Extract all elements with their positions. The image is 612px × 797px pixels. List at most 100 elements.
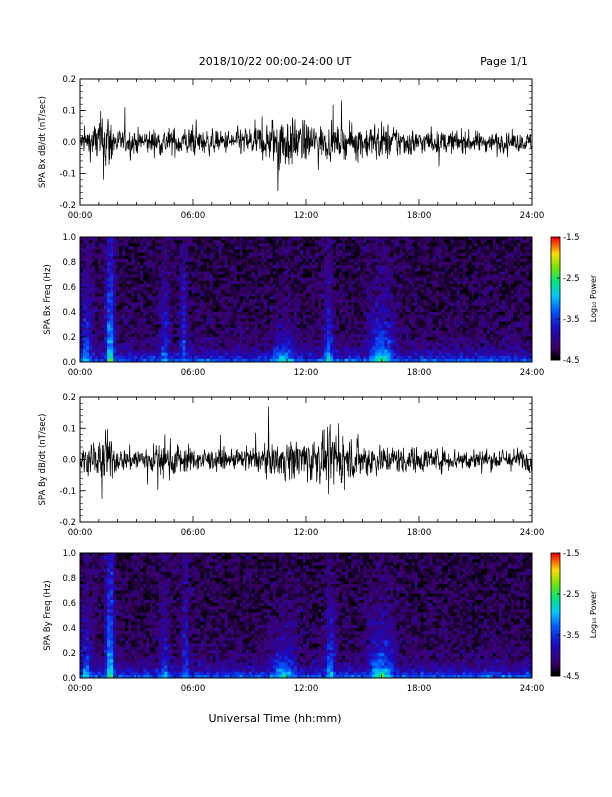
spectrogram-cell: [393, 356, 396, 359]
spectrogram-cell: [411, 321, 414, 324]
spectrogram-cell: [300, 253, 303, 256]
spectrogram-cell: [360, 281, 363, 284]
spectrogram-cell: [411, 253, 414, 256]
spectrogram-cell: [408, 321, 411, 324]
spectrogram-cell: [173, 259, 176, 262]
spectrogram-cell: [258, 271, 261, 274]
spectrogram-cell: [86, 240, 89, 243]
spectrogram-cell: [201, 275, 204, 278]
spectrogram-cell: [285, 240, 288, 243]
spectrogram-cell: [113, 284, 116, 287]
spectrogram-cell: [375, 262, 378, 265]
spectrogram-cell: [173, 321, 176, 324]
spectrogram-cell: [198, 353, 201, 356]
spectrogram-cell: [324, 309, 327, 312]
spectrogram-cell: [258, 284, 261, 287]
spectrogram-cell: [348, 312, 351, 315]
spectrogram-cell: [273, 240, 276, 243]
spectrogram-cell: [288, 253, 291, 256]
spectrogram-cell: [207, 334, 210, 337]
spectrogram-cell: [143, 334, 146, 337]
spectrogram-cell: [333, 334, 336, 337]
spectrogram-cell: [384, 312, 387, 315]
spectrogram-cell: [243, 262, 246, 265]
spectrogram-cell: [188, 243, 191, 246]
spectrogram-cell: [427, 353, 430, 356]
spectrogram-cell: [176, 318, 179, 321]
spectrogram-cell: [104, 246, 107, 249]
spectrogram-cell: [110, 300, 113, 303]
spectrogram-cell: [264, 340, 267, 343]
spectrogram-cell: [282, 265, 285, 268]
spectrogram-cell: [405, 284, 408, 287]
spectrogram-cell: [167, 271, 170, 274]
spectrogram-cell: [378, 346, 381, 349]
spectrogram-cell: [393, 331, 396, 334]
spectrogram-cell: [399, 268, 402, 271]
spectrogram-cell: [357, 309, 360, 312]
spectrogram-cell: [152, 356, 155, 359]
spectrogram-cell: [442, 346, 445, 349]
spectrogram-cell: [107, 325, 110, 328]
spectrogram-cell: [354, 303, 357, 306]
spectrogram-cell: [191, 275, 194, 278]
spectrogram-cell: [185, 265, 188, 268]
spectrogram-cell: [390, 334, 393, 337]
spectrogram-cell: [83, 293, 86, 296]
spectrogram-cell: [158, 296, 161, 299]
spectrogram-cell: [333, 325, 336, 328]
spectrogram-cell: [306, 315, 309, 318]
spectrogram-cell: [225, 253, 228, 256]
spectrogram-cell: [252, 350, 255, 353]
spectrogram-cell: [333, 296, 336, 299]
spectrogram-cell: [195, 278, 198, 281]
spectrogram-cell: [122, 246, 125, 249]
spectrogram-cell: [234, 343, 237, 346]
spectrogram-cell: [137, 271, 140, 274]
spectrogram-cell: [243, 246, 246, 249]
spectrogram-cell: [411, 259, 414, 262]
spectrogram-cell: [318, 306, 321, 309]
spectrogram-cell: [83, 237, 86, 240]
spectrogram-cell: [439, 321, 442, 324]
spectrogram-cell: [83, 246, 86, 249]
spectrogram-cell: [306, 259, 309, 262]
spectrogram-cell: [285, 312, 288, 315]
spectrogram-cell: [445, 275, 448, 278]
spectrogram-cell: [399, 271, 402, 274]
spectrogram-cell: [240, 278, 243, 281]
spectrogram-cell: [436, 278, 439, 281]
spectrogram-cell: [315, 271, 318, 274]
spectrogram-cell: [357, 315, 360, 318]
spectrogram-cell: [152, 293, 155, 296]
spectrogram-cell: [309, 321, 312, 324]
spectrogram-cell: [384, 268, 387, 271]
spectrogram-cell: [421, 253, 424, 256]
spectrogram-cell: [363, 340, 366, 343]
spectrogram-cell: [378, 262, 381, 265]
spectrogram-cell: [297, 243, 300, 246]
spectrogram-cell: [149, 306, 152, 309]
spectrogram-cell: [104, 284, 107, 287]
spectrogram-cell: [146, 253, 149, 256]
spectrogram-cell: [252, 309, 255, 312]
spectrogram-cell: [439, 340, 442, 343]
spectrogram-cell: [393, 287, 396, 290]
spectrogram-cell: [399, 321, 402, 324]
spectrogram-cell: [179, 306, 182, 309]
spectrogram-cell: [291, 334, 294, 337]
spectrogram-cell: [417, 284, 420, 287]
spectrogram-cell: [387, 334, 390, 337]
spectrogram-cell: [210, 300, 213, 303]
spectrogram-cell: [149, 271, 152, 274]
spectrogram-cell: [291, 275, 294, 278]
spectrogram-cell: [167, 237, 170, 240]
spectrogram-cell: [170, 337, 173, 340]
spectrogram-cell: [249, 259, 252, 262]
spectrogram-cell: [119, 256, 122, 259]
spectrogram-cell: [408, 309, 411, 312]
spectrogram-cell: [95, 334, 98, 337]
spectrogram-cell: [182, 303, 185, 306]
spectrogram-cell: [116, 287, 119, 290]
spectrogram-cell: [378, 321, 381, 324]
